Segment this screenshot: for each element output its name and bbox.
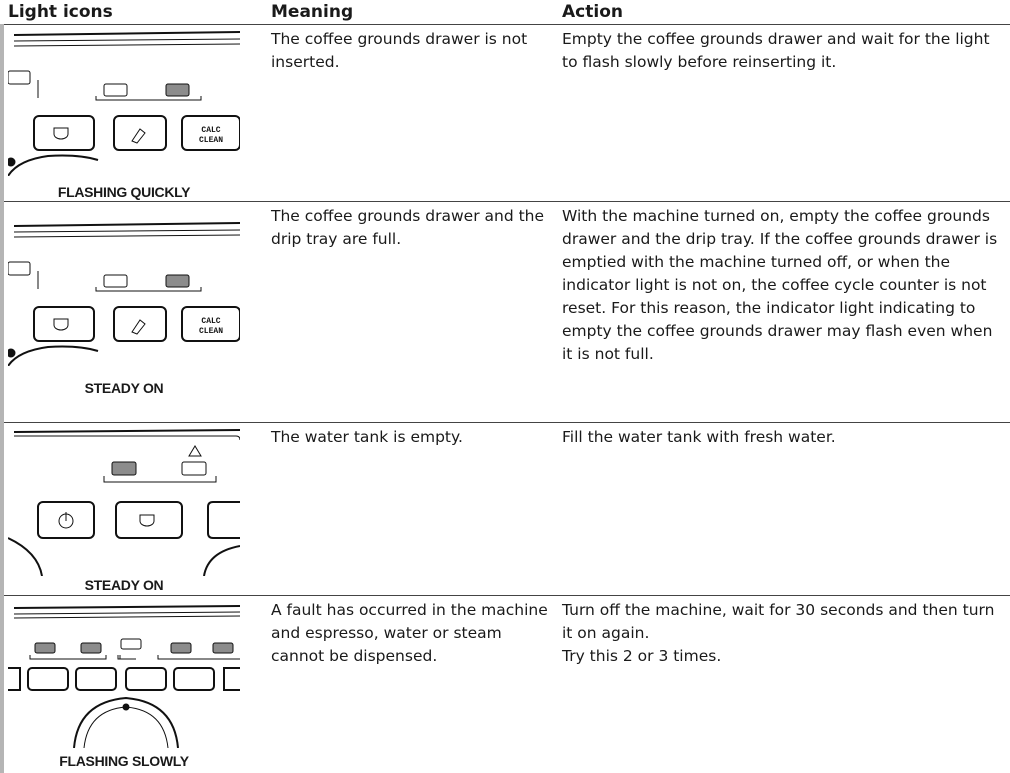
row-rule	[4, 201, 1010, 202]
meaning-text: The water tank is empty.	[271, 428, 463, 446]
button-label: CLEAN	[199, 327, 223, 336]
header-cell: Meaning	[271, 2, 354, 22]
action-line: Empty the coffee grounds drawer and wait…	[562, 30, 990, 71]
status-caption: STEADY ON	[84, 380, 164, 396]
header-cell: Action	[562, 2, 623, 22]
action-text: Fill the water tank with fresh water.	[562, 426, 1007, 449]
row-rule	[4, 24, 1010, 25]
action-text: Empty the coffee grounds drawer and wait…	[562, 28, 1007, 74]
button-label: CALC	[201, 126, 220, 135]
status-caption: FLASHING SLOWLY	[59, 753, 189, 769]
button-label: CALC	[201, 317, 220, 326]
meaning-text: The coffee grounds drawer and the drip t…	[271, 207, 545, 248]
action-line: Fill the water tank with fresh water.	[562, 428, 836, 446]
meaning-text: The coffee grounds drawer is not inserte…	[271, 30, 528, 71]
action-line: With the machine turned on, empty the co…	[562, 207, 998, 363]
panel-icon: CALC CLEAN	[8, 31, 240, 176]
action-line: Try this 2 or 3 times.	[562, 647, 722, 665]
action-text: With the machine turned on, empty the co…	[562, 205, 1007, 366]
status-caption: STEADY ON	[84, 577, 164, 593]
header-cell: Light icons	[8, 2, 113, 22]
panel-icon	[8, 605, 240, 748]
button-label: CLEAN	[199, 136, 223, 145]
panel-icon	[8, 429, 240, 576]
status-caption: FLASHING QUICKLY	[57, 184, 191, 200]
row-rule	[4, 422, 1010, 423]
action-line: Turn off the machine, wait for 30 second…	[562, 601, 995, 642]
row-rule	[4, 595, 1010, 596]
panel-icon: CALC CLEAN	[8, 222, 240, 366]
side-bar	[0, 24, 4, 773]
meaning-text: A fault has occurred in the machine and …	[271, 601, 548, 665]
action-text: Turn off the machine, wait for 30 second…	[562, 599, 1007, 668]
